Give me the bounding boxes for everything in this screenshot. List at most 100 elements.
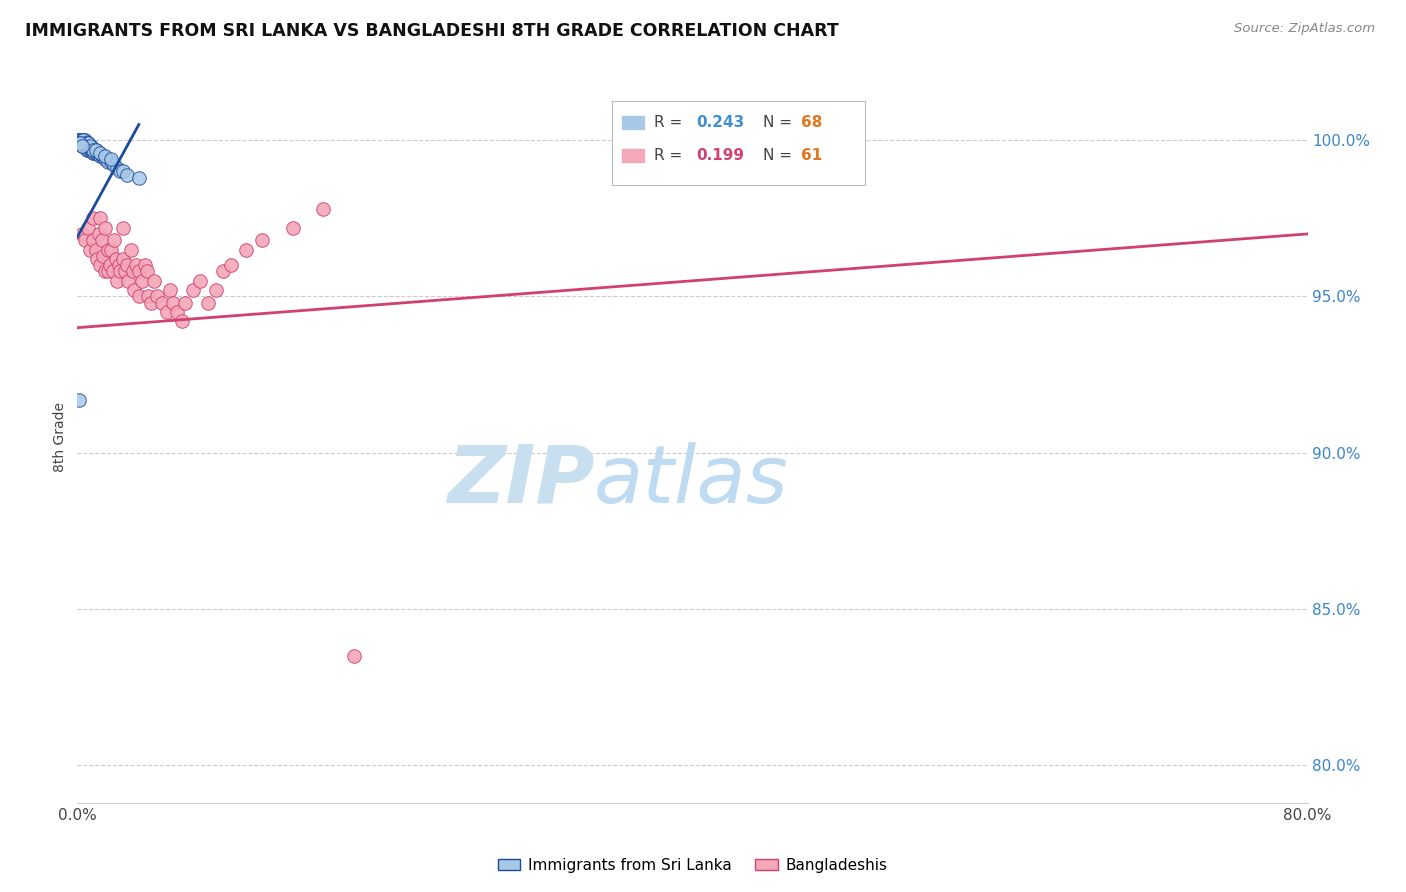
- Point: [96, 152, 118, 166]
- Point: [89, 145, 111, 160]
- Point: [122, 283, 145, 297]
- Point: [312, 202, 335, 216]
- Point: [79, 139, 101, 153]
- Point: [97, 264, 120, 278]
- Point: [87, 145, 110, 160]
- Point: [128, 264, 150, 278]
- Point: [93, 149, 115, 163]
- Point: [70, 133, 93, 147]
- Point: [70, 139, 93, 153]
- Point: [72, 136, 94, 151]
- Point: [141, 295, 163, 310]
- Point: [159, 283, 181, 297]
- Point: [108, 258, 131, 272]
- Bar: [623, 149, 644, 162]
- Point: [188, 274, 212, 288]
- Text: 61: 61: [801, 148, 823, 163]
- Point: [219, 258, 242, 272]
- Point: [100, 155, 122, 169]
- Point: [162, 295, 184, 310]
- Point: [174, 295, 197, 310]
- Point: [70, 136, 93, 151]
- Point: [70, 133, 93, 147]
- Point: [80, 139, 103, 153]
- Point: [70, 136, 93, 151]
- Point: [72, 133, 94, 147]
- Point: [128, 289, 150, 303]
- Point: [72, 133, 94, 147]
- Point: [105, 274, 128, 288]
- Point: [82, 233, 104, 247]
- Point: [97, 243, 120, 257]
- Point: [103, 233, 125, 247]
- Point: [77, 136, 100, 151]
- Point: [76, 136, 98, 151]
- Point: [69, 136, 91, 151]
- Point: [73, 133, 96, 147]
- Point: [101, 264, 124, 278]
- Point: [134, 258, 156, 272]
- Point: [77, 220, 100, 235]
- Text: 68: 68: [801, 115, 823, 130]
- Point: [69, 136, 91, 151]
- Point: [125, 258, 148, 272]
- Point: [83, 145, 105, 160]
- Point: [76, 136, 98, 151]
- Point: [112, 252, 135, 266]
- Point: [114, 264, 136, 278]
- Point: [69, 136, 91, 151]
- Y-axis label: 8th Grade: 8th Grade: [53, 402, 67, 472]
- Point: [100, 243, 122, 257]
- Point: [115, 168, 138, 182]
- Text: ZIP: ZIP: [447, 442, 595, 520]
- Point: [166, 305, 188, 319]
- Point: [72, 139, 94, 153]
- Point: [82, 143, 104, 157]
- Point: [94, 220, 117, 235]
- Point: [70, 133, 93, 147]
- Text: R =: R =: [654, 148, 688, 163]
- Point: [97, 155, 120, 169]
- Point: [86, 252, 108, 266]
- Point: [67, 133, 90, 147]
- Point: [94, 264, 117, 278]
- Point: [67, 133, 90, 147]
- Point: [104, 252, 127, 266]
- Text: atlas: atlas: [595, 442, 789, 520]
- Point: [281, 220, 304, 235]
- Point: [72, 136, 94, 151]
- Point: [83, 143, 105, 157]
- Point: [84, 243, 107, 257]
- Text: R =: R =: [654, 115, 688, 130]
- Point: [146, 289, 169, 303]
- Point: [128, 170, 150, 185]
- Point: [90, 149, 114, 163]
- Point: [69, 133, 91, 147]
- Point: [89, 258, 111, 272]
- Point: [67, 133, 90, 147]
- Text: 0.243: 0.243: [696, 115, 744, 130]
- Point: [100, 152, 122, 166]
- Point: [73, 139, 96, 153]
- Point: [105, 161, 128, 176]
- Point: [121, 264, 143, 278]
- Point: [76, 143, 98, 157]
- Point: [343, 648, 366, 663]
- Point: [73, 139, 96, 153]
- Point: [212, 264, 235, 278]
- Point: [73, 233, 96, 247]
- Point: [79, 243, 101, 257]
- Text: 0.199: 0.199: [696, 148, 744, 163]
- Point: [94, 152, 117, 166]
- Point: [90, 233, 114, 247]
- Point: [84, 145, 107, 160]
- Point: [79, 143, 101, 157]
- Text: Source: ZipAtlas.com: Source: ZipAtlas.com: [1234, 22, 1375, 36]
- Point: [67, 136, 90, 151]
- Point: [94, 149, 117, 163]
- Text: N =: N =: [762, 115, 796, 130]
- Point: [98, 258, 121, 272]
- Point: [77, 139, 100, 153]
- Point: [67, 136, 90, 151]
- Point: [115, 258, 138, 272]
